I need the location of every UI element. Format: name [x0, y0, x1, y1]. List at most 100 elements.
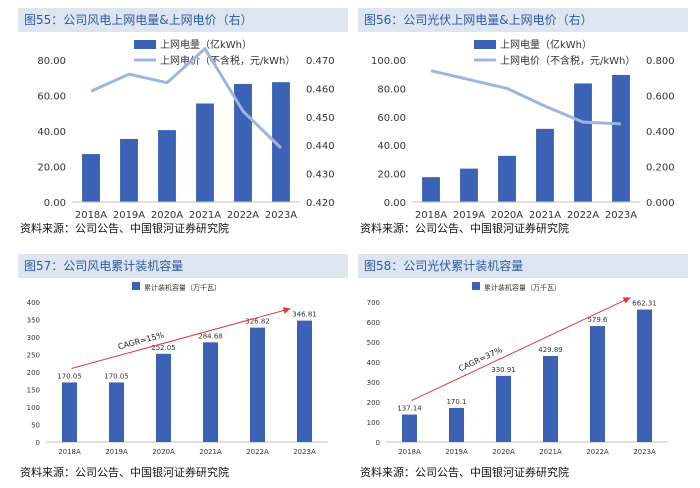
x-tick-label: 2022A: [567, 210, 599, 221]
x-tick-label: 2023A: [633, 448, 656, 456]
y-tick-label: 100: [27, 404, 40, 412]
y2-tick-label: 0.420: [306, 198, 335, 209]
chart-svg: 上网电量（亿kWh） 上网电价（不含税，元/kWh） 0.00 20.00 40.00 6…: [371, 38, 675, 221]
x-tick-label: 2021A: [199, 448, 222, 456]
y-tick-label: 0: [36, 439, 40, 447]
y-tick-label: 80.00: [37, 56, 66, 67]
data-label: 330.91: [491, 366, 516, 374]
y-tick-label: 300: [367, 379, 380, 387]
data-label: 170.1: [446, 398, 466, 406]
line-series: [90, 47, 283, 150]
data-label: 346.81: [292, 311, 317, 319]
chart-panel-57: 图57：公司风电累计装机容量 累计装机容量（万千瓦） 0 50 100 150 200 25…: [18, 254, 348, 486]
bar: [495, 375, 512, 442]
legend-label-bar: 累计装机容量（万千瓦）: [144, 283, 221, 292]
x-tick-label: 2020A: [491, 210, 523, 221]
y-tick-label: 0.00: [384, 198, 406, 209]
y2-tick-label: 0.450: [306, 113, 335, 124]
legend-swatch-bar: [474, 40, 496, 49]
chart-source: 资料来源：公司公告、中国银河证券研究院: [20, 466, 229, 479]
y-tick-label: 100.00: [371, 56, 406, 67]
chart-title: 图55：公司风电上网电量&上网电价（右）: [18, 8, 348, 32]
y-tick-label: 300: [27, 334, 40, 342]
x-tick-label: 2018A: [415, 210, 447, 221]
y-tick-label: 20.00: [37, 163, 66, 174]
y-tick-label: 400: [27, 299, 40, 307]
bar: [536, 128, 554, 202]
bar: [460, 168, 478, 202]
x-tick-label: 2019A: [105, 448, 128, 456]
legend-label-bar: 上网电量（亿kWh）: [500, 38, 592, 51]
bar: [448, 407, 465, 442]
y2-tick-label: 0.430: [306, 170, 335, 181]
chart-source: 资料来源：公司公告、中国银河证券研究院: [360, 222, 569, 235]
data-label: 284.68: [198, 332, 223, 340]
x-tick-label: 2022A: [586, 448, 609, 456]
x-tick-label: 2021A: [529, 210, 561, 221]
bar: [61, 382, 78, 442]
x-tick-label: 2018A: [58, 448, 81, 456]
y-tick-label: 40.00: [377, 141, 406, 152]
y-tick-label: 0: [376, 439, 380, 447]
data-label: 252.05: [151, 344, 176, 352]
legend-swatch-bar: [134, 40, 156, 49]
data-label: 579.6: [587, 316, 608, 324]
bar: [589, 326, 606, 442]
cagr-arrow: [411, 297, 631, 402]
y-tick-label: 600: [367, 319, 380, 327]
y-tick-label: 250: [27, 352, 40, 360]
legend-label-bar: 上网电量（亿kWh）: [160, 38, 252, 51]
x-tick-label: 2018A: [75, 210, 107, 221]
legend-swatch-bar: [132, 282, 140, 290]
y-tick-label: 350: [27, 317, 40, 325]
y2-tick-label: 0.470: [306, 56, 335, 67]
y-tick-label: 500: [367, 339, 380, 347]
bar: [422, 177, 440, 202]
bar: [612, 74, 630, 202]
bar: [498, 155, 516, 202]
x-tick-label: 2023A: [265, 210, 297, 221]
chart-source: 资料来源：公司公告、中国银河证券研究院: [20, 222, 229, 235]
cagr-arrow-head: [282, 307, 291, 314]
data-label: 429.89: [538, 346, 563, 354]
bar: [158, 130, 176, 202]
bar: [202, 342, 219, 442]
y2-tick-label: 0.600: [646, 92, 675, 103]
data-label: 170.05: [57, 372, 82, 380]
legend-label-line: 上网电价（不含税，元/kWh）: [500, 54, 635, 67]
cagr-arrow-head: [622, 297, 631, 304]
x-tick-label: 2019A: [113, 210, 145, 221]
data-label: 326.82: [245, 318, 270, 326]
y2-tick-label: 0.000: [646, 198, 675, 209]
y-tick-label: 20.00: [377, 170, 406, 181]
bar: [542, 356, 559, 442]
y-tick-label: 400: [367, 359, 380, 367]
x-tick-label: 2019A: [453, 210, 485, 221]
chart-panel-56: 图56：公司光伏上网电量&上网电价（右） 上网电量（亿kWh） 上网电价（不含税，…: [358, 8, 688, 240]
y-tick-label: 200: [367, 399, 380, 407]
chart-title: 图57：公司风电累计装机容量: [18, 254, 348, 278]
y-tick-label: 60.00: [377, 113, 406, 124]
x-tick-label: 2022A: [227, 210, 259, 221]
y-tick-label: 150: [27, 387, 40, 395]
data-label: 137.14: [397, 405, 422, 413]
x-tick-label: 2021A: [189, 210, 221, 221]
chart-panel-55: 图55：公司风电上网电量&上网电价（右） 上网电量（亿kWh） 上网电价（不含税，…: [18, 8, 348, 240]
bar: [401, 414, 418, 442]
chart-svg: 上网电量（亿kWh） 上网电价（不含税，元/kWh） 0.00 20.00 40.00 6…: [37, 38, 335, 221]
chart-svg: 累计装机容量（万千瓦） 0 50 100 150 200 250 300 350 400 170.0…: [27, 282, 328, 456]
chart-title: 图58：公司光伏累计装机容量: [358, 254, 688, 278]
line-series: [430, 69, 622, 126]
chart-panel-58: 图58：公司光伏累计装机容量 累计装机容量（万千瓦） 0 100 200 300 400 5…: [358, 254, 688, 486]
bar: [636, 309, 653, 442]
x-tick-label: 2022A: [246, 448, 269, 456]
bar: [82, 154, 100, 202]
bar: [120, 138, 138, 202]
y-tick-label: 50: [31, 422, 40, 430]
chart-title: 图56：公司光伏上网电量&上网电价（右）: [358, 8, 688, 32]
bar: [249, 327, 266, 442]
x-tick-label: 2020A: [152, 448, 175, 456]
x-tick-label: 2023A: [293, 448, 316, 456]
x-tick-label: 2018A: [398, 448, 421, 456]
y2-tick-label: 0.200: [646, 163, 675, 174]
